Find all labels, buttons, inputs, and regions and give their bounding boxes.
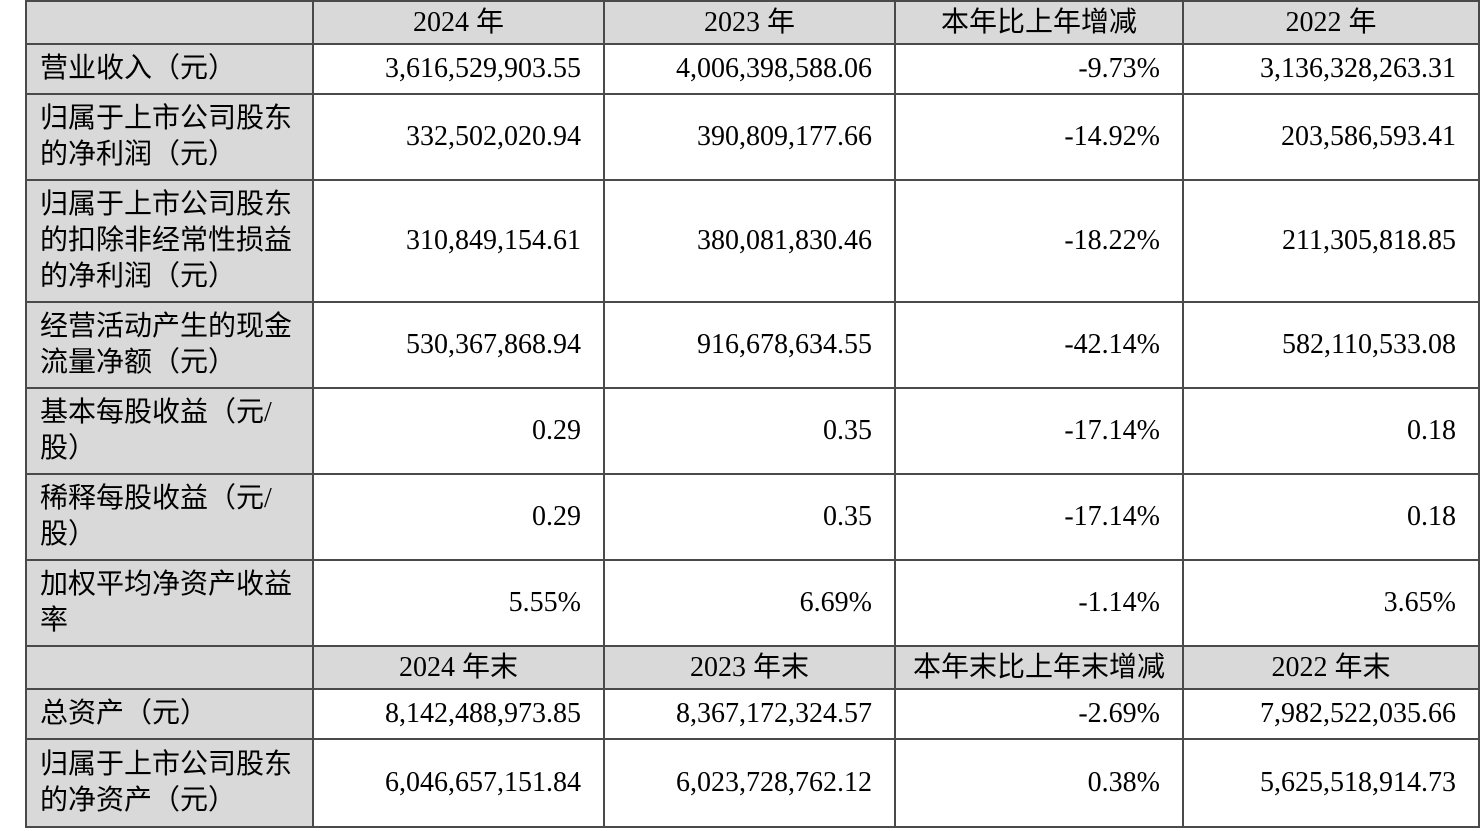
value-change: -2.69% [894, 688, 1184, 740]
header-corner-cell [25, 645, 314, 690]
value-2022: 0.18 [1182, 473, 1480, 561]
value-change: 0.38% [894, 738, 1184, 828]
header-2022: 2022 年 [1182, 0, 1480, 45]
value-change: -42.14% [894, 301, 1184, 389]
value-2024: 332,502,020.94 [312, 93, 605, 181]
value-2024: 0.29 [312, 473, 605, 561]
metric-label: 总资产（元） [25, 688, 314, 740]
header-2022-end: 2022 年末 [1182, 645, 1480, 690]
value-2024: 5.55% [312, 559, 605, 647]
metric-row-weighted-avg-roe: 加权平均净资产收益 率 5.55% 6.69% -1.14% 3.65% [25, 559, 1480, 647]
value-2022: 3,136,328,263.31 [1182, 43, 1480, 95]
metric-label: 加权平均净资产收益 率 [25, 559, 314, 647]
metric-label: 归属于上市公司股东 的净利润（元） [25, 93, 314, 181]
metric-label: 经营活动产生的现金 流量净额（元） [25, 301, 314, 389]
value-2024: 3,616,529,903.55 [312, 43, 605, 95]
header-2023-end: 2023 年末 [603, 645, 896, 690]
metric-row-revenue: 营业收入（元） 3,616,529,903.55 4,006,398,588.0… [25, 43, 1480, 95]
value-2024: 0.29 [312, 387, 605, 475]
value-2023: 916,678,634.55 [603, 301, 896, 389]
metric-row-net-profit-excl-nonrecurring: 归属于上市公司股东 的扣除非经常性损益 的净利润（元） 310,849,154.… [25, 179, 1480, 303]
key-financial-data-table: 2024 年 2023 年 本年比上年增减 2022 年 营业收入（元） 3,6… [25, 0, 1480, 828]
metric-row-net-profit: 归属于上市公司股东 的净利润（元） 332,502,020.94 390,809… [25, 93, 1480, 181]
metric-row-total-assets: 总资产（元） 8,142,488,973.85 8,367,172,324.57… [25, 688, 1480, 740]
metric-label: 稀释每股收益（元/ 股） [25, 473, 314, 561]
value-2022-end: 5,625,518,914.73 [1182, 738, 1480, 828]
value-2023: 4,006,398,588.06 [603, 43, 896, 95]
value-2023-end: 6,023,728,762.12 [603, 738, 896, 828]
value-2023: 0.35 [603, 387, 896, 475]
value-change: -1.14% [894, 559, 1184, 647]
value-change: -14.92% [894, 93, 1184, 181]
value-change: -17.14% [894, 387, 1184, 475]
metric-label: 基本每股收益（元/ 股） [25, 387, 314, 475]
value-2022: 3.65% [1182, 559, 1480, 647]
table-header-row-annual: 2024 年 2023 年 本年比上年增减 2022 年 [25, 0, 1480, 45]
header-2024: 2024 年 [312, 0, 605, 45]
value-2023: 380,081,830.46 [603, 179, 896, 303]
value-2024-end: 6,046,657,151.84 [312, 738, 605, 828]
value-2023: 0.35 [603, 473, 896, 561]
metric-row-basic-eps: 基本每股收益（元/ 股） 0.29 0.35 -17.14% 0.18 [25, 387, 1480, 475]
value-change: -9.73% [894, 43, 1184, 95]
value-change: -18.22% [894, 179, 1184, 303]
metric-row-net-assets: 归属于上市公司股东 的净资产（元） 6,046,657,151.84 6,023… [25, 738, 1480, 828]
value-2024: 310,849,154.61 [312, 179, 605, 303]
value-2023: 6.69% [603, 559, 896, 647]
metric-label: 营业收入（元） [25, 43, 314, 95]
header-2024-end: 2024 年末 [312, 645, 605, 690]
value-2023-end: 8,367,172,324.57 [603, 688, 896, 740]
header-2023: 2023 年 [603, 0, 896, 45]
value-2022: 211,305,818.85 [1182, 179, 1480, 303]
value-2022: 582,110,533.08 [1182, 301, 1480, 389]
metric-label: 归属于上市公司股东 的净资产（元） [25, 738, 314, 828]
value-2022-end: 7,982,522,035.66 [1182, 688, 1480, 740]
metric-row-operating-cash-flow: 经营活动产生的现金 流量净额（元） 530,367,868.94 916,678… [25, 301, 1480, 389]
value-change: -17.14% [894, 473, 1184, 561]
header-end-yoy-change: 本年末比上年末增减 [894, 645, 1184, 690]
metric-row-diluted-eps: 稀释每股收益（元/ 股） 0.29 0.35 -17.14% 0.18 [25, 473, 1480, 561]
metric-label: 归属于上市公司股东 的扣除非经常性损益 的净利润（元） [25, 179, 314, 303]
value-2024: 530,367,868.94 [312, 301, 605, 389]
value-2024-end: 8,142,488,973.85 [312, 688, 605, 740]
value-2023: 390,809,177.66 [603, 93, 896, 181]
header-corner-cell [25, 0, 314, 45]
header-yoy-change: 本年比上年增减 [894, 0, 1184, 45]
value-2022: 0.18 [1182, 387, 1480, 475]
value-2022: 203,586,593.41 [1182, 93, 1480, 181]
table-header-row-period-end: 2024 年末 2023 年末 本年末比上年末增减 2022 年末 [25, 645, 1480, 690]
